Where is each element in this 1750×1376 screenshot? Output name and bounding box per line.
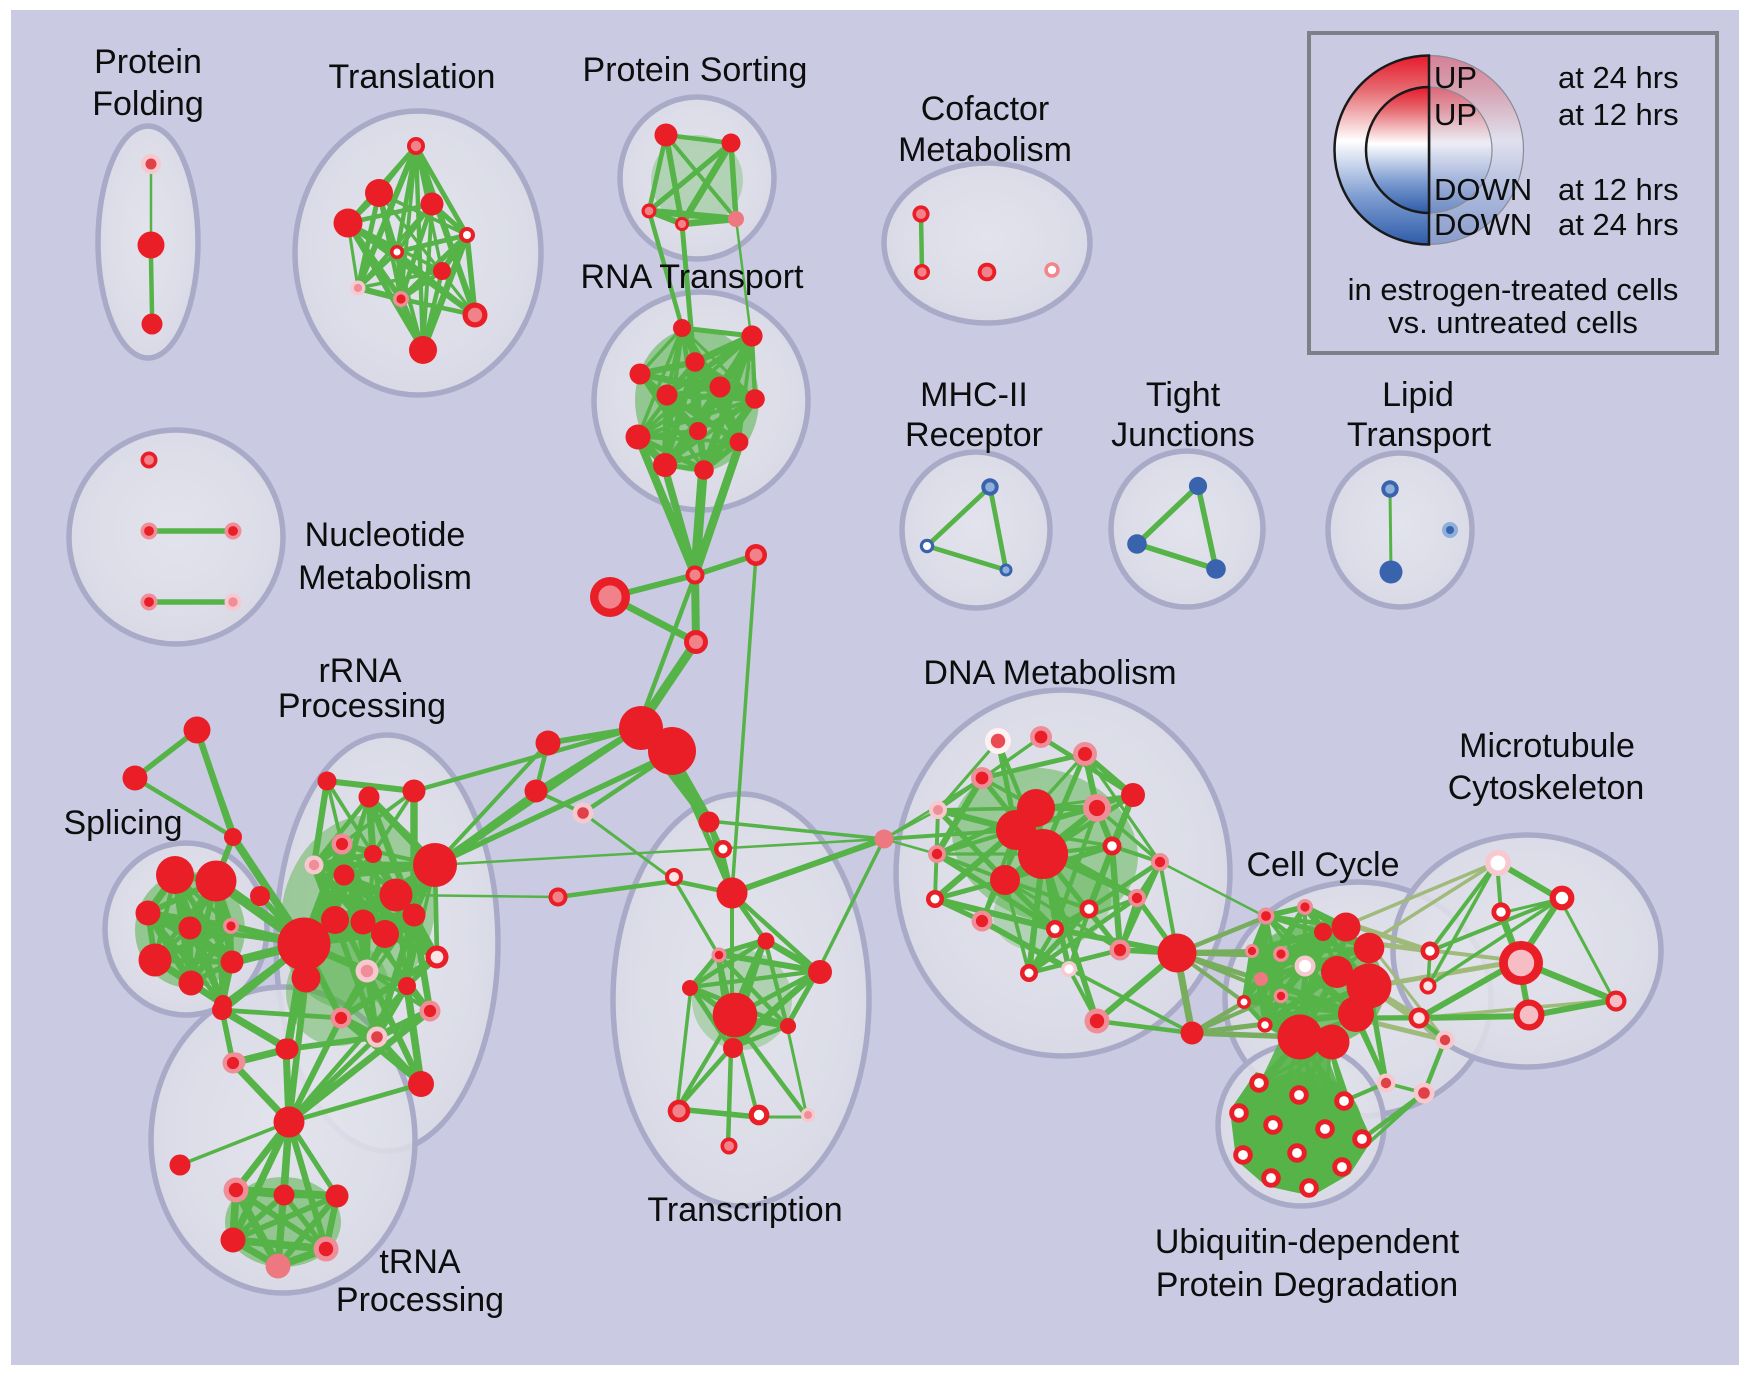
svg-text:in estrogen-treated cells: in estrogen-treated cells: [1348, 272, 1679, 307]
svg-text:at 12 hrs: at 12 hrs: [1558, 172, 1679, 207]
svg-text:at 24 hrs: at 24 hrs: [1558, 60, 1679, 95]
svg-text:tRNA: tRNA: [379, 1243, 461, 1281]
svg-text:DOWN: DOWN: [1434, 172, 1532, 207]
svg-text:Ubiquitin-dependent: Ubiquitin-dependent: [1155, 1223, 1460, 1261]
svg-text:Metabolism: Metabolism: [298, 559, 472, 597]
svg-text:Cytoskeleton: Cytoskeleton: [1448, 769, 1645, 807]
svg-text:Transport: Transport: [1347, 416, 1492, 454]
svg-text:Splicing: Splicing: [63, 804, 182, 842]
svg-text:vs. untreated cells: vs. untreated cells: [1388, 305, 1638, 340]
svg-text:Protein Degradation: Protein Degradation: [1156, 1266, 1458, 1304]
svg-text:at 12 hrs: at 12 hrs: [1558, 97, 1679, 132]
svg-text:MHC-II: MHC-II: [920, 376, 1028, 414]
svg-text:Folding: Folding: [92, 85, 204, 123]
svg-text:RNA Transport: RNA Transport: [581, 258, 805, 296]
svg-text:Protein Sorting: Protein Sorting: [583, 51, 808, 89]
svg-text:Metabolism: Metabolism: [898, 131, 1072, 169]
svg-text:Processing: Processing: [336, 1281, 504, 1319]
svg-text:Transcription: Transcription: [647, 1191, 842, 1229]
svg-text:Translation: Translation: [329, 58, 496, 96]
svg-text:Nucleotide: Nucleotide: [305, 516, 466, 554]
svg-text:DOWN: DOWN: [1434, 207, 1532, 242]
svg-text:rRNA: rRNA: [318, 652, 401, 690]
svg-text:UP: UP: [1434, 97, 1477, 132]
svg-text:Cofactor: Cofactor: [921, 90, 1050, 128]
svg-text:Processing: Processing: [278, 687, 446, 725]
svg-text:DNA Metabolism: DNA Metabolism: [923, 654, 1176, 692]
svg-text:Microtubule: Microtubule: [1459, 727, 1635, 765]
svg-text:Cell Cycle: Cell Cycle: [1246, 846, 1399, 884]
svg-text:Junctions: Junctions: [1111, 416, 1255, 454]
svg-text:Tight: Tight: [1146, 376, 1221, 414]
svg-text:Protein: Protein: [94, 43, 202, 81]
svg-text:UP: UP: [1434, 60, 1477, 95]
svg-text:Receptor: Receptor: [905, 416, 1043, 454]
svg-text:Lipid: Lipid: [1382, 376, 1454, 414]
svg-text:at 24 hrs: at 24 hrs: [1558, 207, 1679, 242]
